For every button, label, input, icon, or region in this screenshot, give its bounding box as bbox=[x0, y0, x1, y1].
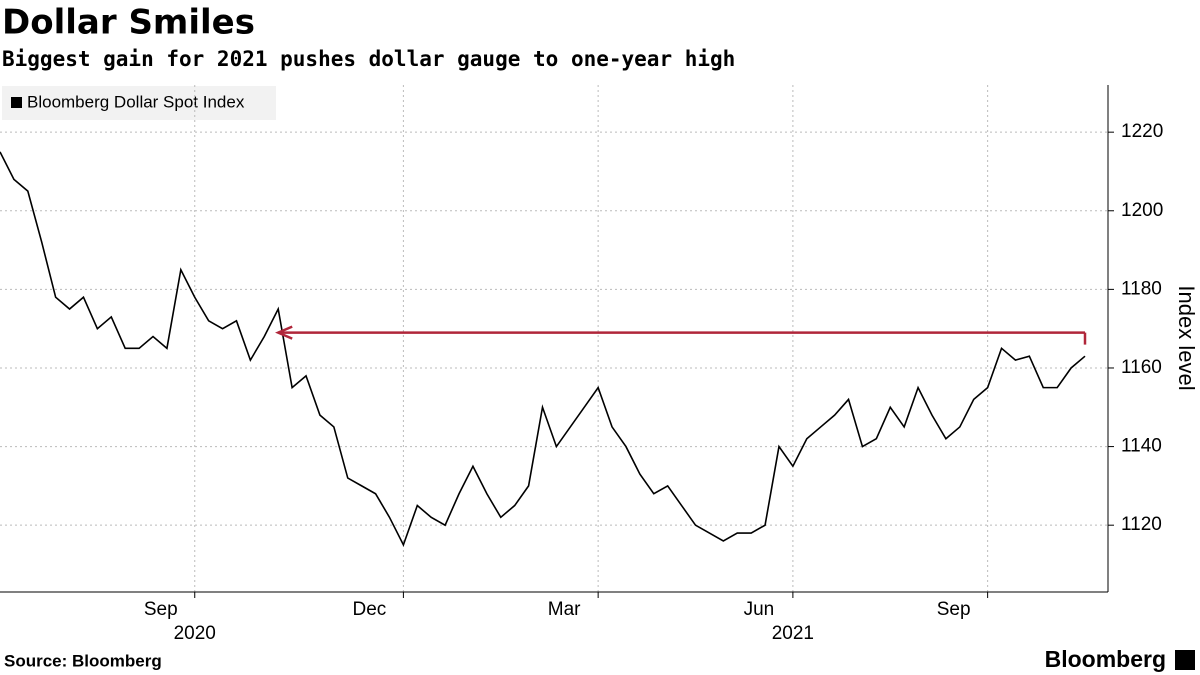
x-tick-label: Mar bbox=[548, 599, 581, 620]
y-tick-label: 1220 bbox=[1121, 121, 1163, 142]
x-tick-label: Sep bbox=[937, 599, 971, 620]
legend-swatch bbox=[11, 97, 22, 108]
series-line bbox=[0, 151, 1086, 547]
x-tick-label: Jun bbox=[744, 599, 775, 620]
legend-box bbox=[2, 86, 276, 120]
chart-subtitle: Biggest gain for 2021 pushes dollar gaug… bbox=[2, 47, 735, 71]
y-tick-label: 1200 bbox=[1121, 200, 1163, 221]
y-tick-label: 1120 bbox=[1121, 514, 1162, 535]
x-tick-label: Dec bbox=[352, 599, 386, 620]
y-tick-label: 1160 bbox=[1121, 357, 1162, 378]
x-tick-label: Sep bbox=[144, 599, 178, 620]
y-axis-label: Index level bbox=[1174, 285, 1199, 390]
source: Source: Bloomberg bbox=[4, 651, 162, 670]
y-tick-label: 1140 bbox=[1121, 436, 1162, 457]
brand: Bloomberg bbox=[1045, 646, 1166, 672]
chart-title: Dollar Smiles bbox=[2, 3, 255, 43]
arrow-head bbox=[275, 325, 293, 340]
year-label: 2021 bbox=[772, 623, 814, 644]
y-tick-label: 1180 bbox=[1121, 278, 1162, 299]
brand-icon bbox=[1175, 650, 1195, 670]
year-label: 2020 bbox=[174, 623, 216, 644]
legend-label: Bloomberg Dollar Spot Index bbox=[27, 92, 245, 111]
